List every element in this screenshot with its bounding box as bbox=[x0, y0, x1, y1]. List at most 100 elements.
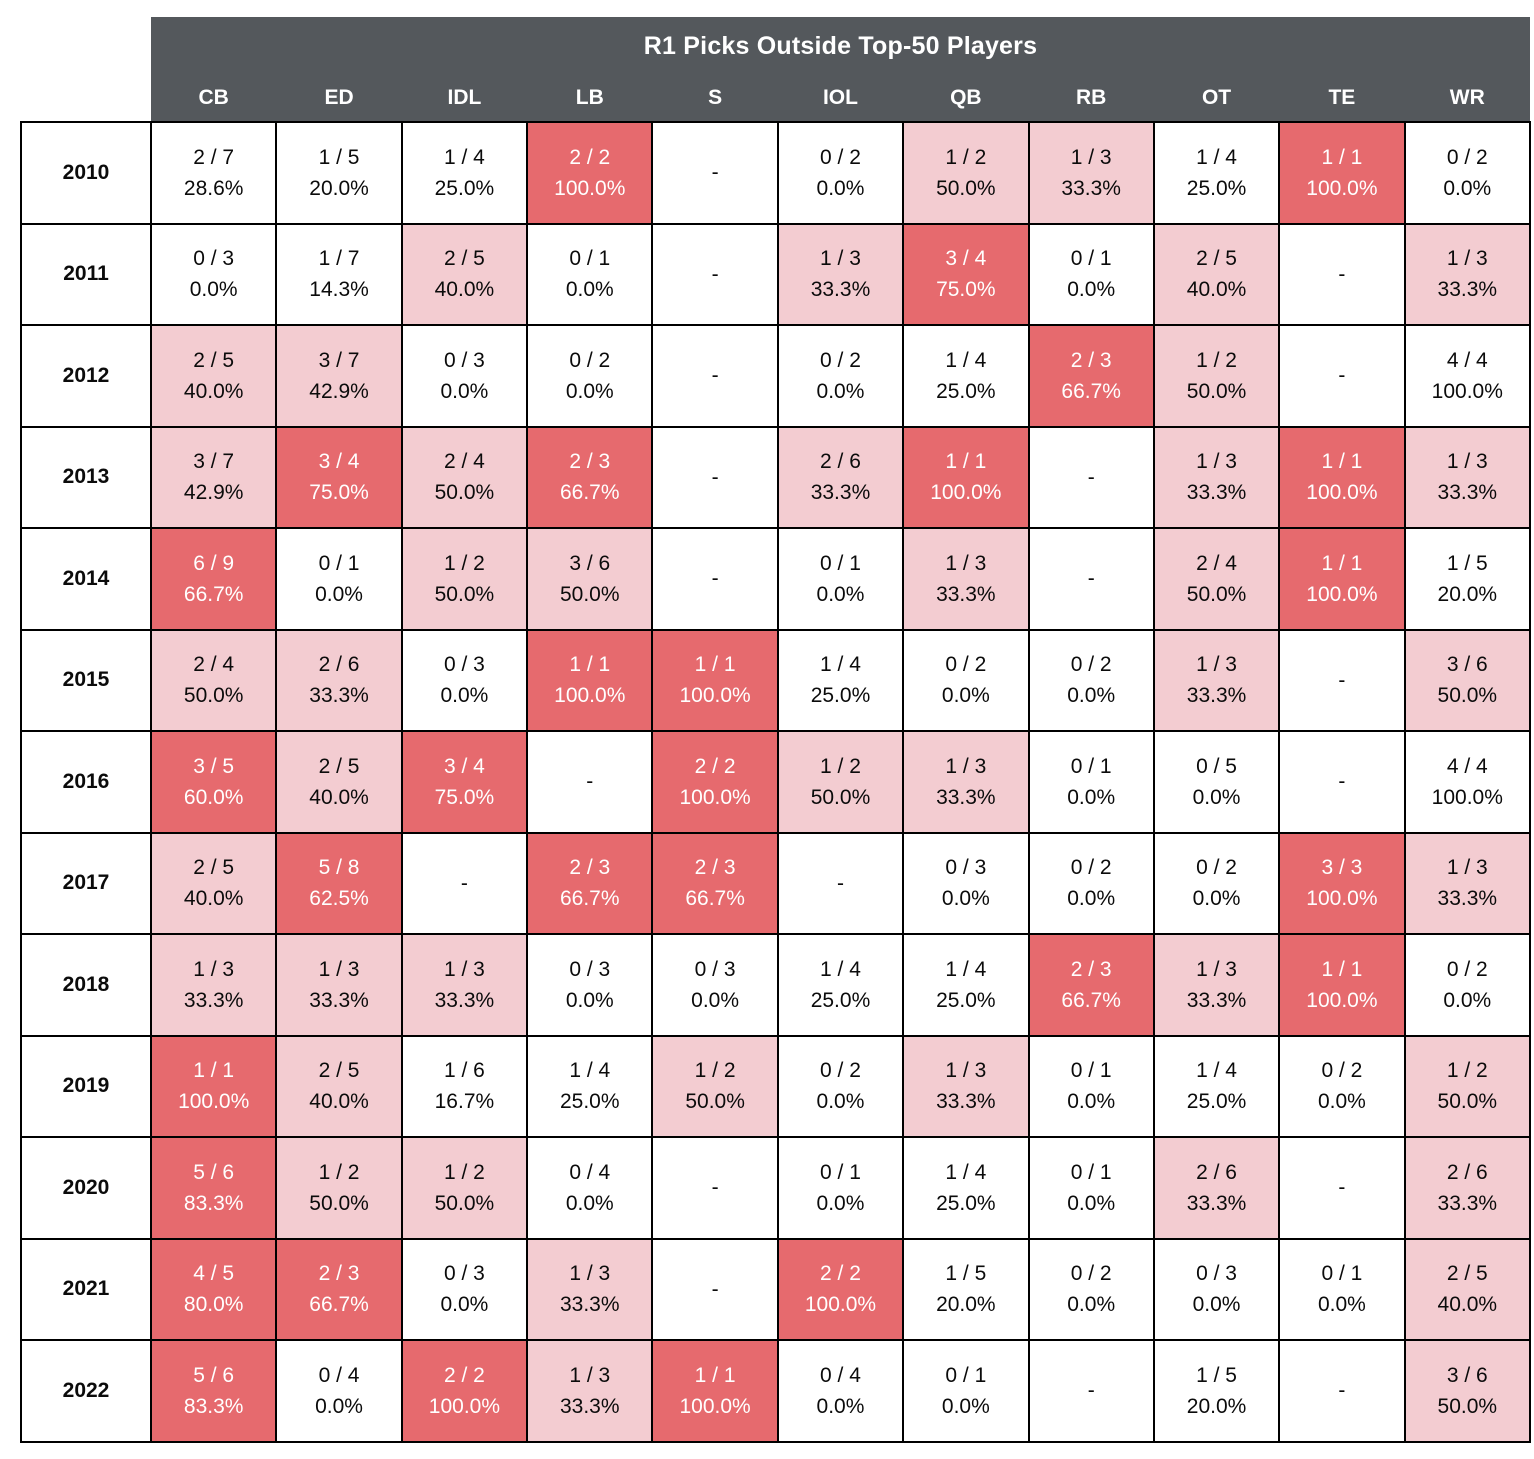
hit-rate: 20.0% bbox=[1437, 582, 1498, 606]
hit-rate: 33.3% bbox=[936, 1090, 996, 1114]
hit-fraction: 2 / 3 bbox=[569, 856, 611, 880]
table-header: R1 Picks Outside Top-50 Players CB ED IDL L… bbox=[21, 17, 1530, 122]
hit-rate: 100.0% bbox=[1431, 379, 1503, 403]
hit-rate: 0.0% bbox=[1067, 1191, 1116, 1215]
hit-rate: 50.0% bbox=[936, 176, 996, 200]
stat-cell-2016-wr: 4 / 4 100.0% bbox=[1403, 730, 1532, 834]
stat-cell-2018-iol: 1 / 4 25.0% bbox=[776, 933, 905, 1037]
stat-cell-2015-qb: 0 / 2 0.0% bbox=[902, 628, 1030, 732]
column-header-cb: CB bbox=[151, 75, 277, 122]
hit-fraction: 2 / 5 bbox=[318, 754, 360, 778]
hit-fraction: 1 / 2 bbox=[318, 1160, 360, 1184]
hit-fraction: 0 / 5 bbox=[1196, 754, 1237, 778]
stat-cell-2020-qb: 1 / 4 25.0% bbox=[902, 1136, 1030, 1240]
empty-marker: - bbox=[1338, 668, 1346, 692]
hit-rate: 60.0% bbox=[183, 785, 244, 809]
hit-rate: 20.0% bbox=[1186, 1394, 1247, 1418]
hit-fraction: 0 / 3 bbox=[569, 957, 611, 981]
table-row-2012: 2012 2 / 5 40.0% 3 / 7 42.9% 0 / 3 0.0% 0 / 2 0.… bbox=[20, 324, 1532, 428]
hit-fraction: 1 / 1 bbox=[1321, 145, 1363, 169]
hit-rate: 0.0% bbox=[1317, 1293, 1366, 1317]
hit-fraction: 1 / 3 bbox=[193, 957, 235, 981]
hit-fraction: 1 / 1 bbox=[1321, 957, 1363, 981]
hit-rate: 33.3% bbox=[1437, 481, 1498, 505]
hit-fraction: 0 / 3 bbox=[1196, 1262, 1237, 1286]
hit-fraction: 0 / 3 bbox=[443, 348, 485, 372]
empty-marker: - bbox=[1087, 567, 1095, 591]
hit-rate: 0.0% bbox=[440, 684, 489, 708]
stat-cell-2010-iol: 0 / 2 0.0% bbox=[776, 121, 905, 225]
hit-rate: 40.0% bbox=[183, 379, 244, 403]
year-label: 2010 bbox=[20, 121, 152, 225]
stat-cell-2016-s: 2 / 2 100.0% bbox=[651, 730, 779, 834]
hit-rate: 40.0% bbox=[309, 1090, 369, 1114]
hit-rate: 0.0% bbox=[565, 379, 614, 403]
stat-cell-2011-te: - bbox=[1278, 222, 1406, 326]
hit-fraction: 1 / 3 bbox=[945, 754, 987, 778]
hit-fraction: 5 / 8 bbox=[318, 856, 360, 880]
hit-rate: 25.0% bbox=[936, 379, 996, 403]
hit-rate: 33.3% bbox=[810, 278, 871, 302]
hit-fraction: 1 / 5 bbox=[1196, 1363, 1237, 1387]
hit-fraction: 3 / 6 bbox=[569, 551, 611, 575]
empty-marker: - bbox=[711, 1277, 719, 1301]
stat-cell-2020-te: - bbox=[1278, 1136, 1406, 1240]
hit-rate: 25.0% bbox=[936, 988, 996, 1012]
year-label: 2018 bbox=[20, 933, 152, 1037]
hit-rate: 0.0% bbox=[816, 582, 865, 606]
stat-cell-2011-ot: 2 / 5 40.0% bbox=[1152, 222, 1281, 326]
hit-rate: 0.0% bbox=[1067, 887, 1116, 911]
hit-rate: 50.0% bbox=[434, 481, 495, 505]
hit-fraction: 1 / 7 bbox=[318, 247, 360, 271]
empty-marker: - bbox=[1087, 465, 1095, 489]
hit-rate: 100.0% bbox=[679, 1394, 751, 1418]
hit-fraction: 1 / 3 bbox=[318, 957, 360, 981]
stat-cell-2017-idl: - bbox=[400, 831, 529, 935]
hit-fraction: 2 / 5 bbox=[318, 1059, 360, 1083]
hit-rate: 80.0% bbox=[183, 1293, 244, 1317]
hit-fraction: 0 / 1 bbox=[1070, 754, 1112, 778]
hit-fraction: 1 / 4 bbox=[569, 1059, 611, 1083]
hit-fraction: 0 / 4 bbox=[820, 1363, 861, 1387]
hit-rate: 16.7% bbox=[434, 1090, 495, 1114]
stat-cell-2010-lb: 2 / 2 100.0% bbox=[526, 121, 654, 225]
stat-cell-2016-ed: 2 / 5 40.0% bbox=[275, 730, 403, 834]
hit-rate: 25.0% bbox=[936, 1191, 996, 1215]
hit-fraction: 4 / 4 bbox=[1446, 754, 1488, 778]
stat-cell-2018-qb: 1 / 4 25.0% bbox=[902, 933, 1030, 1037]
hit-fraction: 1 / 5 bbox=[318, 145, 360, 169]
hit-fraction: 3 / 5 bbox=[193, 754, 235, 778]
corner-spacer bbox=[21, 75, 151, 122]
empty-marker: - bbox=[1338, 262, 1346, 286]
stat-cell-2020-wr: 2 / 6 33.3% bbox=[1403, 1136, 1532, 1240]
stat-cell-2012-te: - bbox=[1278, 324, 1406, 428]
stat-cell-2021-iol: 2 / 2 100.0% bbox=[776, 1237, 905, 1341]
hit-rate: 100.0% bbox=[804, 1293, 877, 1317]
hit-rate: 14.3% bbox=[309, 278, 369, 302]
stat-cell-2012-rb: 2 / 3 66.7% bbox=[1027, 324, 1155, 428]
stat-cell-2019-idl: 1 / 6 16.7% bbox=[400, 1034, 529, 1138]
stat-cell-2013-ed: 3 / 4 75.0% bbox=[275, 425, 403, 529]
stat-cell-2010-s: - bbox=[651, 121, 779, 225]
empty-marker: - bbox=[711, 1176, 719, 1200]
r1-picks-heatmap-table: R1 Picks Outside Top-50 Players CB ED IDL L… bbox=[20, 17, 1532, 1443]
table-row-2021: 2021 4 / 5 80.0% 2 / 3 66.7% 0 / 3 0.0% 1 / 3 33… bbox=[20, 1237, 1532, 1341]
empty-marker: - bbox=[711, 364, 719, 388]
hit-rate: 100.0% bbox=[679, 785, 751, 809]
hit-fraction: 2 / 3 bbox=[569, 450, 611, 474]
hit-fraction: 1 / 4 bbox=[1196, 1059, 1237, 1083]
empty-marker: - bbox=[586, 770, 594, 794]
stat-cell-2022-lb: 1 / 3 33.3% bbox=[526, 1339, 654, 1443]
hit-fraction: 1 / 4 bbox=[820, 957, 861, 981]
hit-rate: 0.0% bbox=[1067, 684, 1116, 708]
stat-cell-2014-ed: 0 / 1 0.0% bbox=[275, 527, 403, 631]
hit-fraction: 3 / 4 bbox=[318, 450, 360, 474]
stat-cell-2015-ot: 1 / 3 33.3% bbox=[1152, 628, 1281, 732]
stat-cell-2016-rb: 0 / 1 0.0% bbox=[1027, 730, 1155, 834]
hit-rate: 66.7% bbox=[183, 582, 244, 606]
hit-fraction: 0 / 2 bbox=[820, 1059, 861, 1083]
table-row-2010: 2010 2 / 7 28.6% 1 / 5 20.0% 1 / 4 25.0% 2 / 2 1… bbox=[20, 121, 1532, 225]
title-row: R1 Picks Outside Top-50 Players bbox=[21, 17, 1530, 75]
hit-rate: 50.0% bbox=[1437, 1090, 1498, 1114]
stat-cell-2021-lb: 1 / 3 33.3% bbox=[526, 1237, 654, 1341]
